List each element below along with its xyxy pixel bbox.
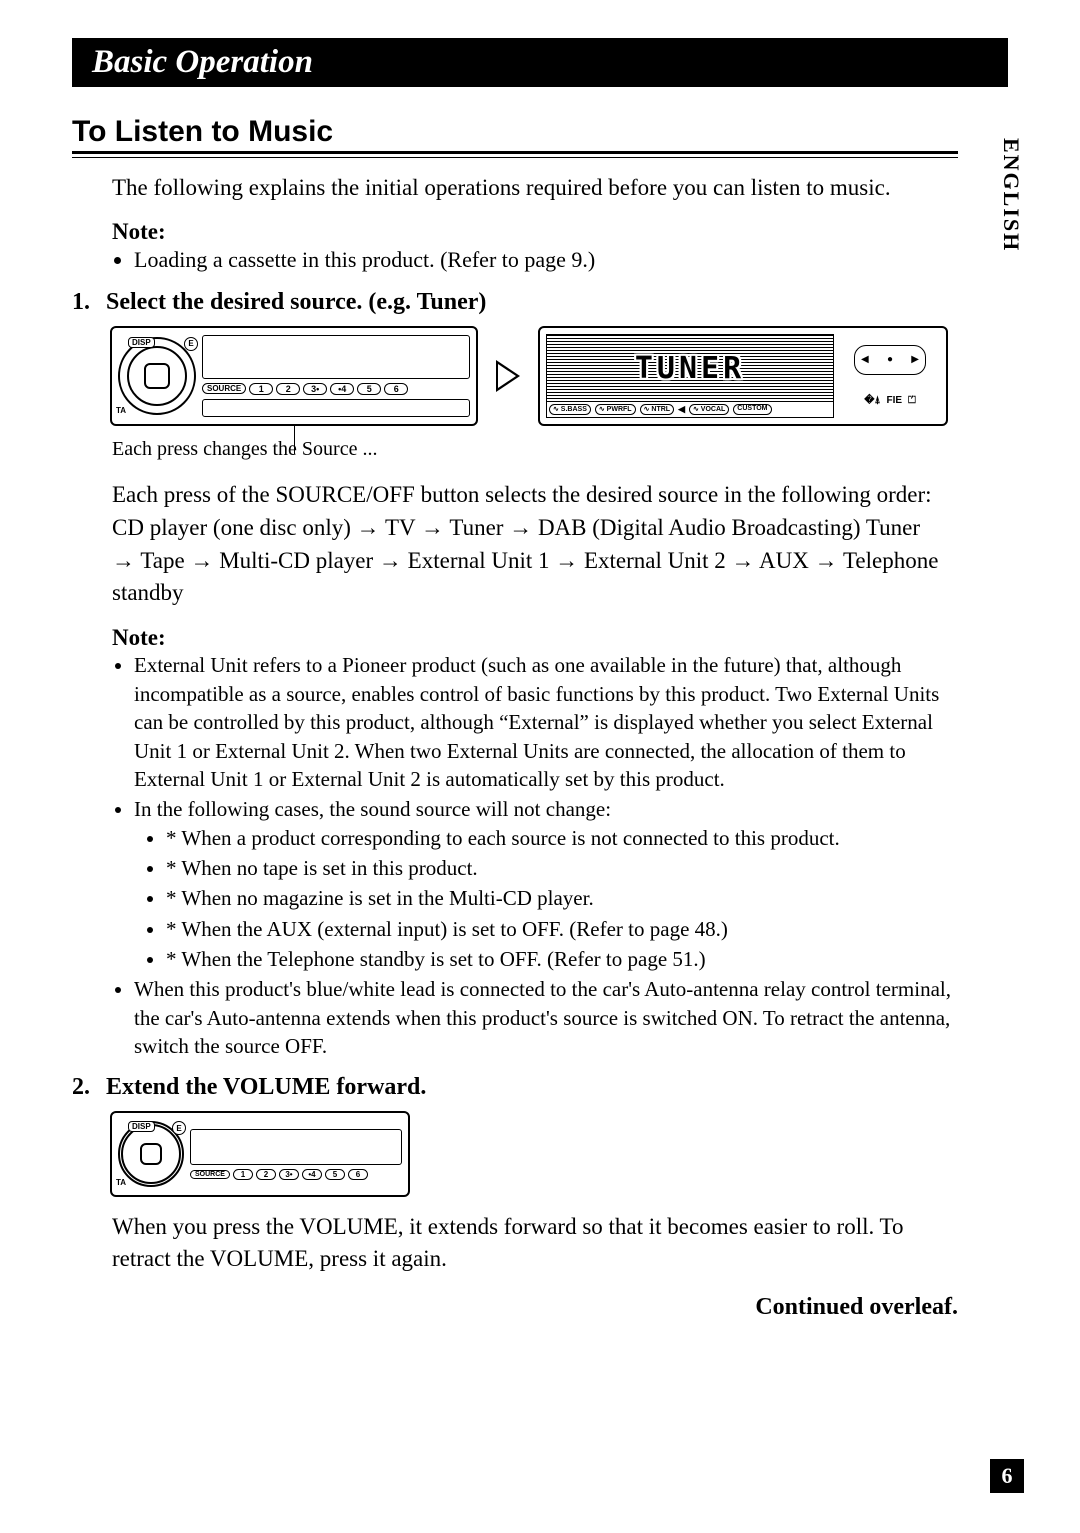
note-subitem: When a product corresponding to each sou… — [166, 824, 958, 852]
eq-chip: ∿ NTRL — [640, 404, 674, 415]
preset-button: 5 — [357, 383, 381, 395]
note-item: External Unit refers to a Pioneer produc… — [134, 651, 958, 793]
eq-chip: CUSTOM — [733, 404, 771, 415]
preset-button: •4 — [330, 383, 354, 395]
step-2-heading: 2.Extend the VOLUME forward. — [72, 1074, 958, 1101]
disp-label: DISP — [128, 337, 155, 348]
panel-button-row: SOURCE 1 2 3• •4 5 6 — [202, 383, 470, 395]
continued-overleaf: Continued overleaf. — [72, 1294, 958, 1321]
step-text: Select the desired source. (e.g. Tuner) — [106, 289, 486, 315]
preset-button: 1 — [233, 1169, 253, 1180]
preset-button: 5 — [325, 1169, 345, 1180]
note-label-2: Note: — [112, 625, 958, 651]
preset-button: 3• — [279, 1169, 299, 1180]
head-unit-panel-illustration: DISP E TA SOURCE 1 2 3• •4 5 6 — [110, 326, 478, 426]
preset-button: 2 — [276, 383, 300, 395]
note-label-1: Note: — [112, 219, 958, 245]
head-unit-panel-illustration-2: DISP E TA SOURCE 1 2 3• •4 5 6 — [110, 1111, 410, 1197]
step-2-body: When you press the VOLUME, it extends fo… — [112, 1211, 958, 1275]
volume-knob-icon: DISP E TA — [118, 337, 196, 415]
note-subitem: When the Telephone standby is set to OFF… — [166, 945, 958, 973]
lcd-main-text: TUNER — [547, 335, 833, 402]
eq-row: �⍋FIE⏍ — [864, 395, 915, 406]
step-text: Extend the VOLUME forward. — [106, 1074, 426, 1100]
preset-button: 2 — [256, 1169, 276, 1180]
preset-button: •4 — [302, 1169, 322, 1180]
note-sublist: When a product corresponding to each sou… — [160, 824, 958, 974]
preset-button: 6 — [348, 1169, 368, 1180]
nav-pad-icon: ◀●▶ — [854, 345, 926, 375]
figure-row-1: DISP E TA SOURCE 1 2 3• •4 5 6 — [110, 326, 958, 426]
callout-line — [294, 424, 295, 454]
chapter-header: Basic Operation — [72, 38, 1008, 87]
lcd-eq-chips: ∿ S.BASS ∿ PWRFL ∿ NTRL ◀ ∿ VOCAL CUSTOM — [547, 402, 833, 417]
ta-label: TA — [116, 1178, 126, 1187]
e-label: E — [172, 1121, 186, 1135]
note-item: In the following cases, the sound source… — [134, 795, 958, 973]
eq-chip: ∿ PWRFL — [595, 404, 636, 415]
play-arrow-icon — [496, 360, 520, 392]
volume-knob-icon: DISP E TA — [118, 1121, 184, 1187]
preset-button: 1 — [249, 383, 273, 395]
note-item: Loading a cassette in this product. (Ref… — [134, 245, 958, 275]
section-title: To Listen to Music — [72, 115, 958, 154]
cassette-slot — [202, 399, 470, 417]
source-order-text: Each press of the SOURCE/OFF button sele… — [112, 479, 958, 610]
preset-button: 6 — [384, 383, 408, 395]
e-label: E — [184, 337, 198, 351]
panel-screen — [202, 335, 470, 379]
step-number: 2. — [72, 1074, 106, 1101]
note-subitem: When the AUX (external input) is set to … — [166, 915, 958, 943]
eq-chip: ∿ S.BASS — [549, 404, 591, 415]
source-button-label: SOURCE — [202, 383, 246, 394]
display-illustration: TUNER ∿ S.BASS ∿ PWRFL ∿ NTRL ◀ ∿ VOCAL … — [538, 326, 948, 426]
note-item: When this product's blue/white lead is c… — [134, 975, 958, 1060]
page-number: 6 — [990, 1459, 1024, 1493]
note-subitem: When no tape is set in this product. — [166, 854, 958, 882]
panel-button-row: SOURCE 1 2 3• •4 5 6 — [190, 1169, 402, 1180]
intro-text: The following explains the initial opera… — [112, 172, 958, 203]
step-1-heading: 1.Select the desired source. (e.g. Tuner… — [72, 289, 958, 316]
step-number: 1. — [72, 289, 106, 316]
note-list-2: External Unit refers to a Pioneer produc… — [128, 651, 958, 1060]
ta-label: TA — [116, 406, 126, 415]
disp-label: DISP — [128, 1121, 155, 1132]
preset-button: 3• — [303, 383, 327, 395]
note-list-1: Loading a cassette in this product. (Ref… — [128, 245, 958, 275]
source-button-label: SOURCE — [190, 1170, 230, 1179]
language-tab: ENGLISH — [998, 138, 1024, 252]
panel-screen — [190, 1129, 402, 1165]
eq-chip: ∿ VOCAL — [689, 404, 729, 415]
figure-caption: Each press changes the Source ... — [112, 438, 958, 461]
note-subitem: When no magazine is set in the Multi-CD … — [166, 884, 958, 912]
